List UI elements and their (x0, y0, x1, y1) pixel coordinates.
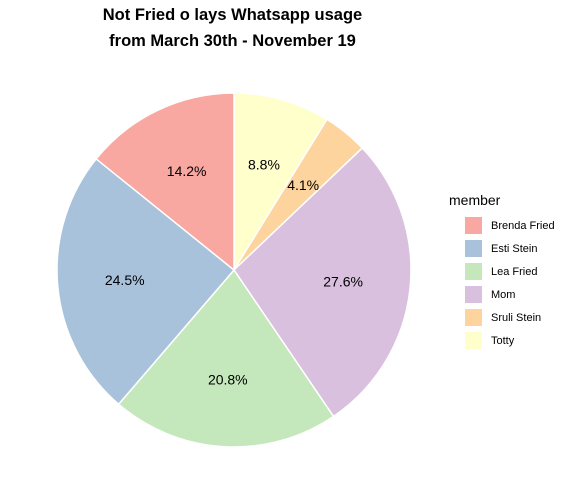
legend-label-sruli-stein: Sruli Stein (491, 312, 541, 324)
slice-label-esti-stein: 24.5% (105, 272, 145, 288)
legend-title: member (449, 192, 555, 208)
slice-label-totty: 8.8% (248, 156, 280, 172)
slice-label-lea-fried: 20.8% (208, 372, 248, 388)
legend-key-totty (465, 332, 482, 349)
slice-label-mom: 27.6% (323, 274, 363, 290)
legend-key-mom (465, 286, 482, 303)
legend-item-esti-stein: Esti Stein (449, 237, 555, 260)
legend-key-brenda-fried (465, 217, 482, 234)
legend-label-mom: Mom (491, 289, 515, 301)
slice-label-brenda-fried: 14.2% (167, 163, 207, 179)
legend-item-brenda-fried: Brenda Fried (449, 214, 555, 237)
legend-item-lea-fried: Lea Fried (449, 260, 555, 283)
legend-key-sruli-stein (465, 309, 482, 326)
legend-item-sruli-stein: Sruli Stein (449, 306, 555, 329)
legend-items: Brenda Fried Esti Stein Lea Fried Mom Sruli … (449, 214, 555, 352)
legend-item-totty: Totty (449, 329, 555, 352)
legend-key-lea-fried (465, 263, 482, 280)
legend: member Brenda Fried Esti Stein Lea Fried Mo… (449, 192, 555, 352)
slice-label-sruli-stein: 4.1% (287, 177, 319, 193)
legend-key-esti-stein (465, 240, 482, 257)
legend-label-totty: Totty (491, 335, 514, 347)
legend-item-mom: Mom (449, 283, 555, 306)
legend-label-brenda-fried: Brenda Fried (491, 220, 555, 232)
legend-label-esti-stein: Esti Stein (491, 243, 537, 255)
legend-label-lea-fried: Lea Fried (491, 266, 537, 278)
